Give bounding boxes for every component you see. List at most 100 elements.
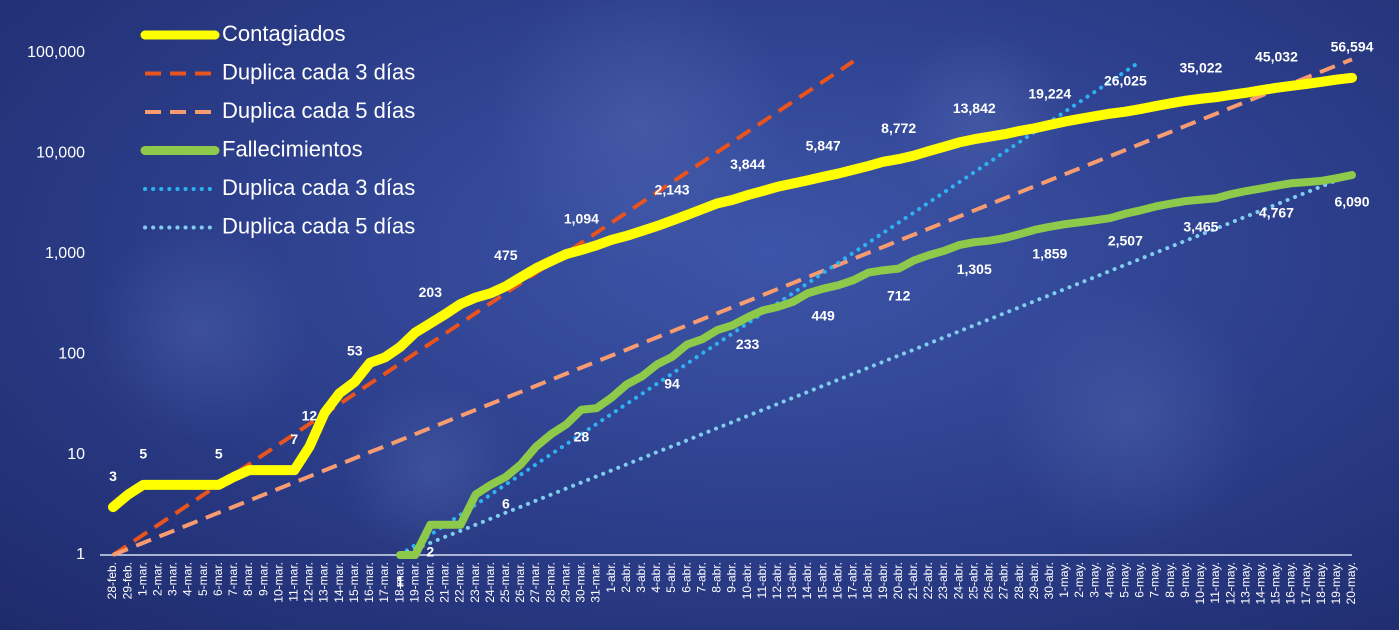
data-label: 12 — [302, 407, 318, 423]
legend-label: Duplica cada 3 días — [222, 175, 415, 200]
x-tick-label: 12-abr. — [770, 562, 784, 599]
x-tick-label: 5-mar. — [196, 562, 210, 596]
data-label: 449 — [811, 307, 835, 323]
legend-item: Duplica cada 5 días — [143, 213, 415, 238]
x-tick-label: 29-feb. — [120, 562, 134, 599]
legend-label: Duplica cada 3 días — [222, 59, 415, 84]
x-tick-label: 2-may. — [1072, 562, 1086, 598]
x-tick-label: 5-may. — [1118, 562, 1132, 598]
x-tick-label: 8-mar. — [241, 562, 255, 596]
x-tick-label: 19-may. — [1329, 562, 1343, 604]
x-tick-label: 18-abr. — [861, 562, 875, 599]
y-tick-label: 1,000 — [45, 245, 85, 262]
y-tick-label: 100,000 — [27, 44, 85, 61]
legend-label: Contagiados — [222, 21, 346, 46]
data-label: 3,844 — [730, 156, 765, 172]
x-tick-label: 10-may. — [1193, 562, 1207, 604]
x-tick-label: 28-mar. — [543, 562, 557, 603]
x-tick-label: 20-may. — [1344, 562, 1358, 604]
data-label: 1,094 — [564, 211, 599, 227]
x-tick-label: 26-abr. — [982, 562, 996, 599]
x-tick-label: 22-abr. — [921, 562, 935, 599]
x-tick-label: 21-abr. — [906, 562, 920, 599]
data-label: 19,224 — [1028, 86, 1071, 102]
y-tick-label: 100 — [58, 345, 85, 362]
series-line — [112, 57, 1353, 557]
data-label: 7 — [290, 431, 298, 447]
x-tick-label: 1-abr. — [604, 562, 618, 593]
data-label: 35,022 — [1179, 59, 1222, 75]
legend-item: Duplica cada 3 días — [143, 175, 415, 200]
x-tick-label: 17-mar. — [377, 562, 391, 603]
x-tick-label: 12-may. — [1223, 562, 1237, 604]
x-tick-label: 2-mar. — [151, 562, 165, 596]
data-label: 5 — [139, 446, 147, 462]
x-tick-label: 3-may. — [1087, 562, 1101, 598]
x-tick-label: 10-mar. — [271, 562, 285, 603]
x-tick-label: 30-abr. — [1042, 562, 1056, 599]
x-tick-label: 6-abr. — [679, 562, 693, 593]
x-tick-label: 9-mar. — [256, 562, 270, 596]
x-tick-label: 1-mar. — [135, 562, 149, 596]
legend-item: Duplica cada 5 días — [145, 98, 415, 123]
x-tick-label: 4-may. — [1102, 562, 1116, 598]
x-tick-label: 6-mar. — [211, 562, 225, 596]
x-tick-label: 23-mar. — [468, 562, 482, 603]
data-label: 45,032 — [1255, 48, 1298, 64]
x-tick-label: 22-mar. — [453, 562, 467, 603]
data-label: 1 — [396, 574, 404, 590]
x-tick-label: 1-may. — [1057, 562, 1071, 598]
x-tick-label: 29-abr. — [1027, 562, 1041, 599]
x-tick-label: 8-may. — [1163, 562, 1177, 598]
x-tick-label: 11-may. — [1208, 562, 1222, 604]
x-tick-label: 24-abr. — [951, 562, 965, 599]
x-tick-label: 4-abr. — [649, 562, 663, 593]
x-tick-label: 19-abr. — [876, 562, 890, 599]
data-label: 1,859 — [1032, 245, 1067, 261]
x-tick-label: 30-mar. — [574, 562, 588, 603]
x-tick-label: 13-mar. — [317, 562, 331, 603]
x-tick-label: 28-feb. — [105, 562, 119, 599]
x-tick-label: 23-abr. — [936, 562, 950, 599]
data-label: 4,767 — [1259, 204, 1294, 220]
x-tick-label: 17-abr. — [846, 562, 860, 599]
series-line — [108, 72, 1357, 513]
x-tick-label: 25-mar. — [498, 562, 512, 603]
x-tick-label: 13-may. — [1238, 562, 1252, 604]
x-tick-label: 26-mar. — [513, 562, 527, 603]
data-label: 2,507 — [1108, 232, 1143, 248]
x-tick-label: 14-mar. — [332, 562, 346, 603]
legend-label: Duplica cada 5 días — [222, 98, 415, 123]
y-tick-label: 1 — [76, 546, 85, 563]
x-tick-label: 12-mar. — [302, 562, 316, 603]
data-label: 13,842 — [953, 100, 996, 116]
x-tick-label: 6-may. — [1133, 562, 1147, 598]
data-label: 56,594 — [1331, 39, 1374, 55]
data-label: 3 — [109, 468, 117, 484]
x-tick-label: 11-mar. — [286, 562, 300, 602]
data-label: 6,090 — [1334, 194, 1369, 210]
legend-label: Fallecimientos — [222, 136, 363, 161]
x-tick-label: 16-may. — [1284, 562, 1298, 604]
x-tick-label: 3-mar. — [166, 562, 180, 596]
x-tick-label: 14-may. — [1254, 562, 1268, 604]
x-tick-label: 9-abr. — [725, 562, 739, 593]
x-tick-label: 15-abr. — [815, 562, 829, 599]
x-tick-label: 16-mar. — [362, 562, 376, 603]
data-label: 6 — [502, 496, 510, 512]
x-tick-label: 7-may. — [1148, 562, 1162, 598]
x-tick-label: 16-abr. — [830, 562, 844, 599]
x-tick-label: 11-abr. — [755, 562, 769, 598]
data-label: 5,847 — [806, 138, 841, 154]
data-label: 203 — [419, 284, 443, 300]
x-tick-label: 4-mar. — [181, 562, 195, 596]
x-tick-label: 14-abr. — [800, 562, 814, 599]
x-tick-label: 18-mar. — [392, 562, 406, 603]
x-tick-label: 20-abr. — [891, 562, 905, 599]
data-label: 233 — [736, 336, 760, 352]
data-label: 5 — [215, 446, 223, 462]
x-tick-label: 5-abr. — [664, 562, 678, 593]
legend-label: Duplica cada 5 días — [222, 213, 415, 238]
